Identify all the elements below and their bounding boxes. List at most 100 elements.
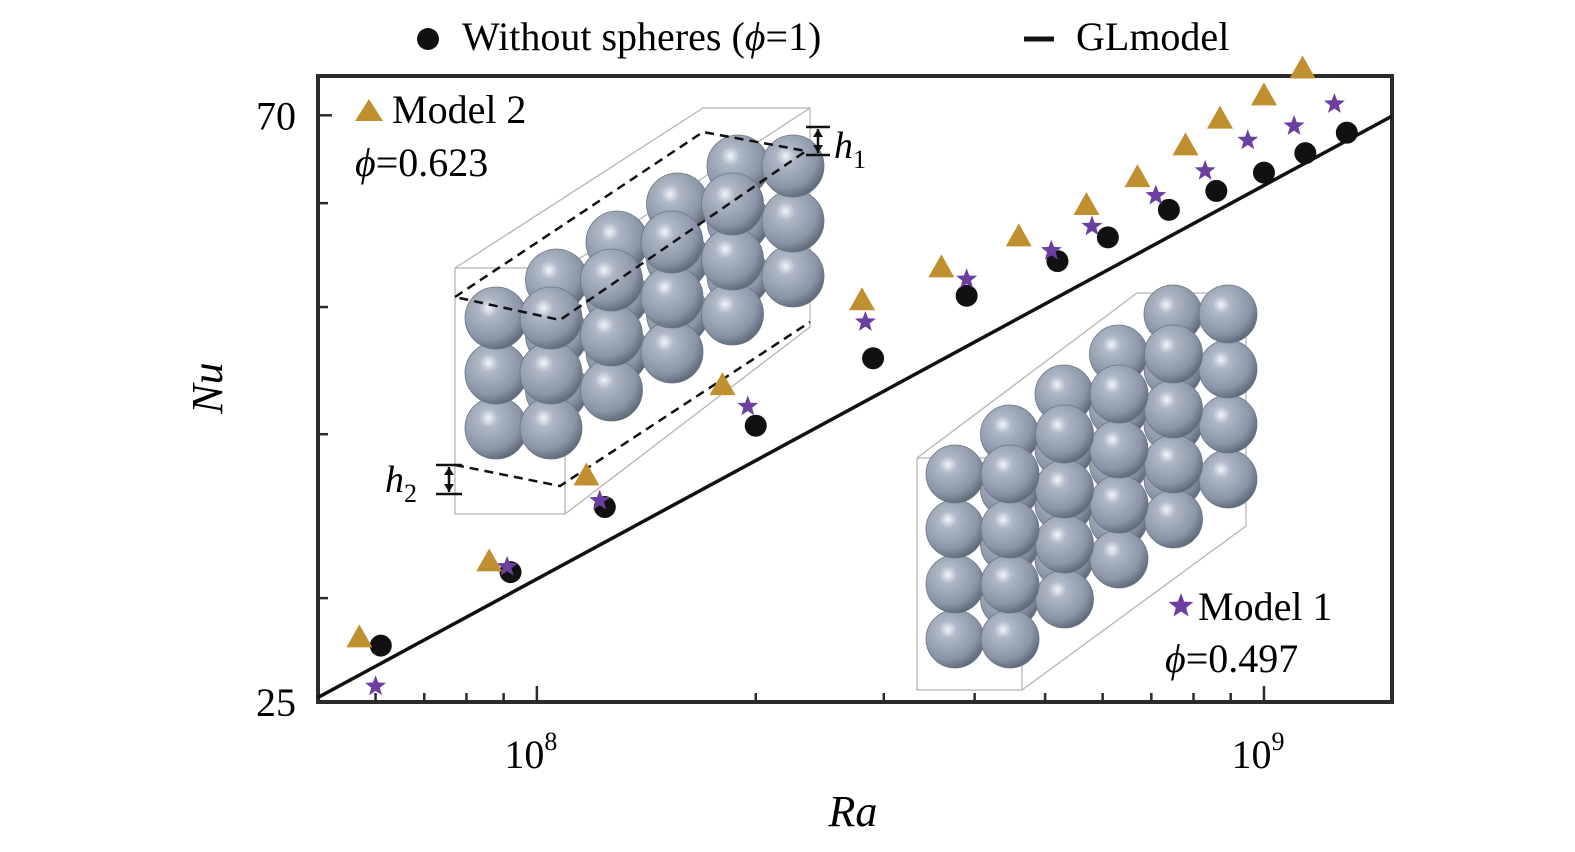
- sphere: [1144, 379, 1203, 439]
- model2-inset: [436, 107, 830, 515]
- model1-star-point: [589, 489, 611, 510]
- y-axis-label: Nu: [183, 362, 232, 414]
- sphere: [640, 265, 704, 329]
- sphere: [1144, 489, 1203, 549]
- model1-star-point: [496, 555, 518, 576]
- model1-star-point: [365, 675, 386, 696]
- h1-subscript: 1: [853, 145, 866, 174]
- x-tick-label-base: 10: [1231, 732, 1271, 777]
- sphere: [580, 248, 643, 312]
- x-tick-label-base: 10: [504, 732, 544, 777]
- sphere: [761, 244, 825, 308]
- model2-triangle-point: [1073, 192, 1100, 216]
- model2-triangle-point: [1206, 105, 1233, 129]
- h1-arrow-up: [813, 129, 823, 137]
- svg-text:ϕ=0.623: ϕ=0.623: [355, 140, 488, 185]
- model1-box-outline: [916, 292, 1247, 691]
- x-axis-label: Ra: [828, 787, 878, 836]
- model1-star-point: [854, 311, 876, 331]
- sphere: [701, 172, 764, 236]
- legend-circle-label: Without spheres (: [462, 14, 745, 59]
- model1-star-point: [1237, 129, 1259, 150]
- sphere: [980, 444, 1040, 504]
- model1-inset: [916, 284, 1258, 691]
- model2-bottom-dashed-plane: [454, 320, 811, 488]
- legend: Without spheres (ϕ=1) GLmodel: [417, 14, 1229, 59]
- legend-phi: ϕ: [745, 14, 766, 59]
- sphere: [1089, 419, 1149, 479]
- sphere: [1035, 569, 1094, 629]
- sphere: [1035, 514, 1094, 574]
- model2-triangle-point: [1289, 55, 1316, 79]
- sphere: [464, 341, 528, 405]
- h1-arrow-down: [813, 145, 823, 153]
- sphere: [980, 609, 1040, 669]
- legend-circle-marker: [417, 28, 439, 50]
- sphere: [925, 554, 985, 614]
- fit-line-layer: [317, 114, 1393, 699]
- sphere: [1144, 324, 1203, 384]
- model2-top-dashed-plane: [454, 130, 810, 322]
- sphere: [1035, 404, 1094, 464]
- x-tick-label-exp: 9: [1271, 727, 1284, 756]
- sphere: [1035, 459, 1094, 519]
- without-spheres-point: [369, 634, 392, 657]
- sphere: [640, 210, 704, 274]
- without-spheres-point: [1205, 179, 1228, 202]
- model2-phi-symbol: ϕ: [355, 140, 376, 185]
- sphere: [761, 134, 825, 198]
- sphere: [701, 282, 764, 346]
- h2-arrow-down: [444, 484, 454, 492]
- without-spheres-point: [862, 347, 885, 370]
- plot-frame: [316, 74, 1394, 704]
- sphere: [701, 227, 764, 291]
- without-spheres-point: [744, 414, 767, 437]
- without-spheres-point: [1252, 161, 1275, 184]
- model1-name: Model 1: [1198, 584, 1332, 629]
- model2-triangle-point: [476, 548, 503, 572]
- h2-label: h: [385, 459, 404, 501]
- sphere: [1198, 339, 1258, 399]
- model1-phi-value: =0.497: [1186, 636, 1299, 681]
- model2-triangle-point: [709, 372, 736, 396]
- model2-triangle-point: [1005, 223, 1032, 247]
- markers-layer: [346, 55, 1358, 696]
- model1-star-marker: [1168, 593, 1194, 617]
- sphere: [580, 358, 643, 422]
- h1-annotation: h1: [834, 125, 866, 174]
- model1-star-point: [1324, 93, 1345, 113]
- sphere: [1089, 474, 1149, 534]
- svg-text:h1: h1: [834, 125, 866, 174]
- model1-star-point: [1194, 159, 1216, 180]
- h2-annotation: h2: [385, 459, 417, 508]
- without-spheres-point: [1335, 121, 1358, 144]
- model1-star-point: [956, 268, 978, 289]
- sphere: [980, 499, 1040, 559]
- model2-triangle-marker: [355, 99, 383, 121]
- x-tick-label: 109: [1231, 727, 1284, 777]
- model2-phi-value: =0.623: [376, 140, 489, 185]
- svg-text:Without spheres (ϕ=1): Without spheres (ϕ=1): [462, 14, 821, 59]
- model1-star-point: [1145, 184, 1167, 205]
- sphere: [980, 554, 1040, 614]
- model1-annotation: Model 1 ϕ=0.497: [1165, 584, 1332, 681]
- sphere: [1198, 394, 1258, 454]
- model1-star-point: [1283, 115, 1305, 135]
- model2-triangle-point: [573, 462, 600, 486]
- glmodel-fit-line: [317, 114, 1393, 699]
- sphere: [925, 609, 985, 669]
- model2-name: Model 2: [392, 87, 526, 132]
- sphere: [464, 396, 528, 460]
- without-spheres-point: [1157, 198, 1180, 221]
- sphere: [1089, 364, 1149, 424]
- model1-phi-symbol: ϕ: [1165, 636, 1186, 681]
- model2-triangle-point: [1124, 164, 1151, 188]
- model2-triangle-point: [1250, 82, 1277, 106]
- sphere: [1089, 529, 1149, 589]
- model2-annotation: Model 2 ϕ=0.623: [355, 87, 526, 185]
- y-tick-label: 25: [256, 680, 296, 725]
- axis-ticks: [318, 114, 1266, 704]
- svg-text:h2: h2: [385, 459, 417, 508]
